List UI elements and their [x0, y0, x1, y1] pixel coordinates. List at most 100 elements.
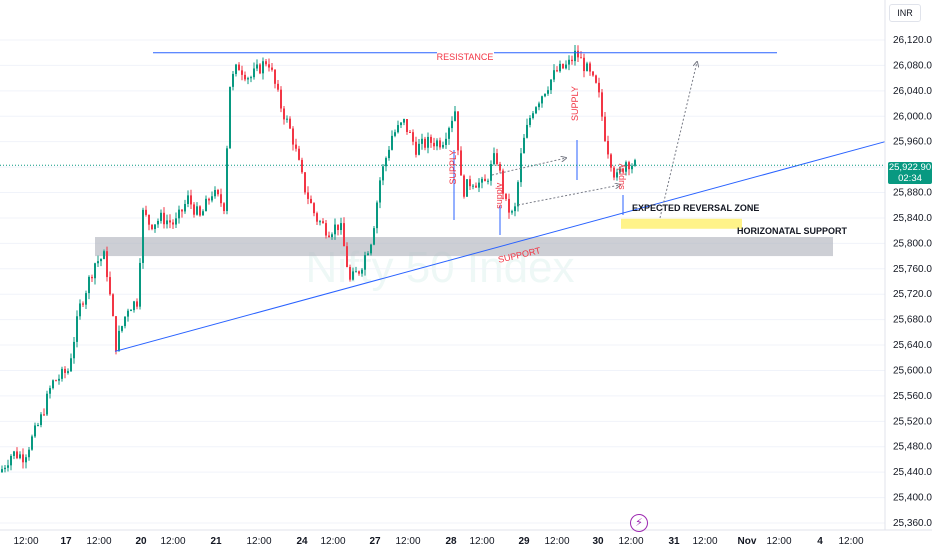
reversal-zone-rect	[621, 218, 742, 229]
supply-annotation: SUPPLY	[448, 150, 458, 185]
candle-body	[346, 246, 348, 268]
supply-annotation: supply	[494, 182, 504, 209]
candle-body	[388, 149, 390, 159]
candle-body	[160, 212, 162, 221]
candle-body	[568, 59, 570, 65]
candle-body	[445, 138, 447, 145]
time-tick-label: 12:00	[766, 536, 791, 547]
candle-body	[319, 221, 321, 223]
candle-body	[268, 64, 270, 68]
candle-body	[145, 209, 147, 215]
candle-body	[169, 220, 171, 223]
candle-body	[553, 70, 555, 80]
candle-body	[58, 378, 60, 381]
currency-button[interactable]: INR	[889, 4, 921, 22]
candle-body	[367, 253, 369, 256]
candle-body	[307, 192, 309, 199]
last-price-value: 25,922.90	[888, 162, 932, 173]
candle-body	[244, 74, 246, 80]
lightning-icon[interactable]: ⚡	[630, 514, 648, 532]
candle-body	[277, 83, 279, 90]
price-tick-label: 25,960.00	[893, 137, 932, 148]
candle-body	[400, 122, 402, 126]
time-tick-label: 12:00	[838, 536, 863, 547]
candle-body	[103, 251, 105, 260]
candle-body	[136, 301, 138, 307]
candle-body	[565, 64, 567, 69]
candle-body	[433, 142, 435, 147]
candle-body	[280, 89, 282, 109]
price-tick-label: 25,880.00	[893, 188, 932, 199]
candle-body	[349, 267, 351, 280]
candle-body	[172, 222, 174, 225]
candle-body	[127, 310, 129, 317]
candle-body	[490, 164, 492, 181]
candle-body	[469, 179, 471, 187]
candle-body	[634, 160, 636, 166]
candle-body	[454, 111, 456, 121]
candle-body	[199, 206, 201, 216]
candle-body	[517, 182, 519, 207]
candle-body	[496, 153, 498, 165]
candle-body	[157, 220, 159, 225]
reversal-zone-label: EXPECTED REVERSAL ZONE	[632, 203, 759, 213]
candle-body	[625, 162, 627, 172]
candle-body	[226, 148, 228, 212]
candle-body	[487, 180, 489, 182]
time-tick-label: 12:00	[618, 536, 643, 547]
time-tick-label: 28	[445, 536, 457, 547]
candle-body	[220, 194, 222, 204]
horizontal-support-band	[95, 237, 833, 257]
candle-body	[151, 224, 153, 230]
candle-body	[415, 141, 417, 155]
candle-body	[316, 213, 318, 222]
price-axis[interactable]: 26,120.00 26,080.00 26,040.00 26,000.00 25,9…	[884, 0, 932, 530]
expected-reversal-zone-box	[621, 218, 742, 229]
candle-body	[574, 50, 576, 62]
candle-body	[385, 158, 387, 167]
candle-body	[295, 144, 297, 149]
candle-body	[526, 124, 528, 138]
candle-body	[196, 206, 198, 215]
candle-body	[460, 150, 462, 176]
candle-body	[76, 316, 78, 342]
time-tick-label: 4	[817, 536, 823, 547]
candle-body	[235, 64, 237, 74]
candle-body	[364, 255, 366, 270]
candle-body	[238, 64, 240, 71]
candle-body	[304, 172, 306, 193]
candle-body	[511, 211, 513, 213]
horizontal-support-label: HORIZONATAL SUPPORT	[737, 226, 848, 236]
time-axis[interactable]: 12:00 17 12:00 20 12:00 21 12:00 24 12:00 27 12:00…	[0, 529, 932, 547]
price-tick-label: 25,720.00	[893, 289, 932, 300]
candle-body	[571, 59, 573, 62]
candle-body	[223, 203, 225, 212]
candle-body	[628, 162, 630, 170]
candle-body	[322, 221, 324, 224]
candle-body	[475, 185, 477, 188]
candle-body	[340, 223, 342, 231]
candle-body	[466, 179, 468, 197]
time-tick-label: 17	[60, 536, 72, 547]
candle-body	[112, 294, 114, 317]
candle-body	[1, 469, 3, 473]
candle-body	[403, 119, 405, 123]
candle-body	[334, 224, 336, 235]
candle-body	[232, 73, 234, 87]
candle-body	[34, 425, 36, 437]
candle-body	[499, 164, 501, 171]
supply-annotation: supply	[616, 163, 626, 190]
time-tick-label: 12:00	[160, 536, 185, 547]
candle-body	[604, 116, 606, 141]
candle-body	[310, 198, 312, 204]
time-tick-label: 20	[135, 536, 147, 547]
candle-body	[28, 449, 30, 458]
supply-annotation: SUPPLY	[570, 86, 580, 121]
candle-body	[148, 214, 150, 225]
candle-body	[595, 75, 597, 83]
candle-body	[355, 271, 357, 273]
candle-body	[73, 341, 75, 359]
time-tick-label: 12:00	[13, 536, 38, 547]
candle-body	[241, 70, 243, 75]
